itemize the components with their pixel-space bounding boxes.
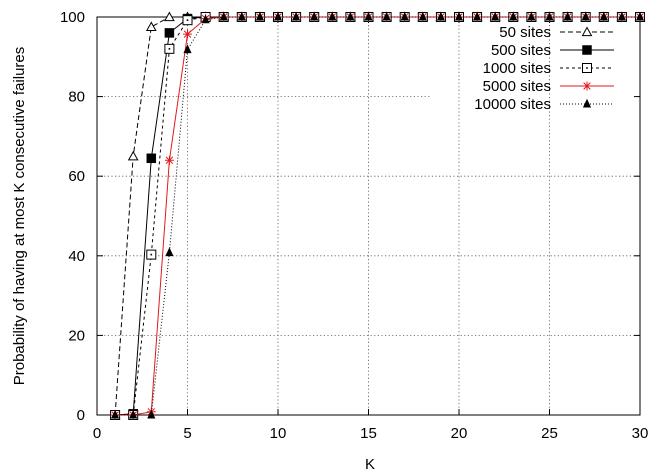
data-point (491, 11, 500, 21)
series-10000-sites (111, 11, 645, 419)
series-500-sites (110, 12, 645, 420)
data-point (182, 15, 193, 26)
y-tick-label: 80 (68, 89, 85, 106)
y-tick-label: 60 (68, 168, 85, 185)
x-tick-label: 5 (183, 425, 191, 442)
series-line (114, 16, 640, 416)
data-point (454, 11, 464, 21)
series-50-sites (109, 11, 646, 420)
legend-marker (582, 81, 592, 91)
data-point (165, 247, 174, 257)
legend-label: 5000 sites (483, 78, 551, 95)
data-point (164, 155, 174, 165)
data-point (346, 11, 355, 21)
y-tick-label: 100 (60, 9, 85, 26)
legend-label: 1000 sites (483, 60, 551, 77)
y-tick-label: 20 (68, 327, 85, 344)
data-point (292, 11, 301, 21)
y-tick-label: 0 (77, 407, 85, 424)
axes: 0 5 10 15 20 25 30 0 20 40 60 80 100 (60, 9, 648, 442)
data-point (164, 43, 175, 54)
legend-marker (582, 98, 592, 108)
data-point (436, 11, 445, 21)
series-line (115, 16, 640, 416)
data-point (563, 11, 572, 21)
legend-label: 500 sites (491, 42, 551, 59)
legend-marker (582, 63, 592, 73)
series-1000-sites (110, 12, 645, 420)
data-point (147, 409, 156, 419)
legend-label: 10000 sites (474, 96, 551, 113)
data-point (581, 11, 590, 21)
series-line (115, 16, 640, 416)
data-point (111, 409, 120, 419)
x-tick-label: 0 (93, 425, 101, 442)
data-point (400, 11, 409, 21)
data-point (146, 249, 157, 260)
series-line (115, 16, 640, 416)
series-5000-sites (110, 12, 645, 420)
data-point (255, 11, 264, 21)
data-point (328, 11, 337, 21)
y-tick-label: 40 (68, 248, 85, 265)
x-axis-label: K (365, 456, 375, 473)
legend-marker (581, 26, 593, 37)
data-point (635, 11, 645, 21)
data-point (237, 11, 246, 21)
x-tick-label: 10 (270, 425, 287, 442)
data-point (382, 11, 391, 21)
data-point (164, 28, 175, 38)
legend-label: 50 sites (499, 24, 551, 41)
data-point (219, 11, 228, 21)
data-point (509, 11, 518, 21)
series-layer (109, 11, 646, 420)
y-axis-label: Probability of having at most K consecut… (11, 47, 28, 386)
x-tick-label: 25 (541, 425, 558, 442)
data-point (129, 409, 138, 419)
x-tick-label: 30 (632, 425, 649, 442)
data-point (418, 11, 427, 21)
data-point (273, 11, 283, 21)
x-tick-label: 15 (360, 425, 377, 442)
x-tick-label: 20 (451, 425, 468, 442)
data-point (364, 11, 373, 21)
grid (97, 17, 640, 415)
data-point (183, 29, 192, 39)
legend-marker (582, 45, 592, 55)
data-point (473, 11, 482, 21)
series-line (115, 16, 640, 416)
data-point (201, 14, 210, 24)
data-point (164, 11, 175, 22)
data-point (545, 11, 554, 21)
data-point (527, 11, 536, 21)
data-point (617, 11, 626, 21)
data-point (146, 153, 157, 164)
data-point (183, 44, 192, 54)
data-point (599, 11, 608, 21)
data-point (145, 21, 157, 32)
data-point (127, 150, 139, 161)
data-point (310, 11, 319, 21)
